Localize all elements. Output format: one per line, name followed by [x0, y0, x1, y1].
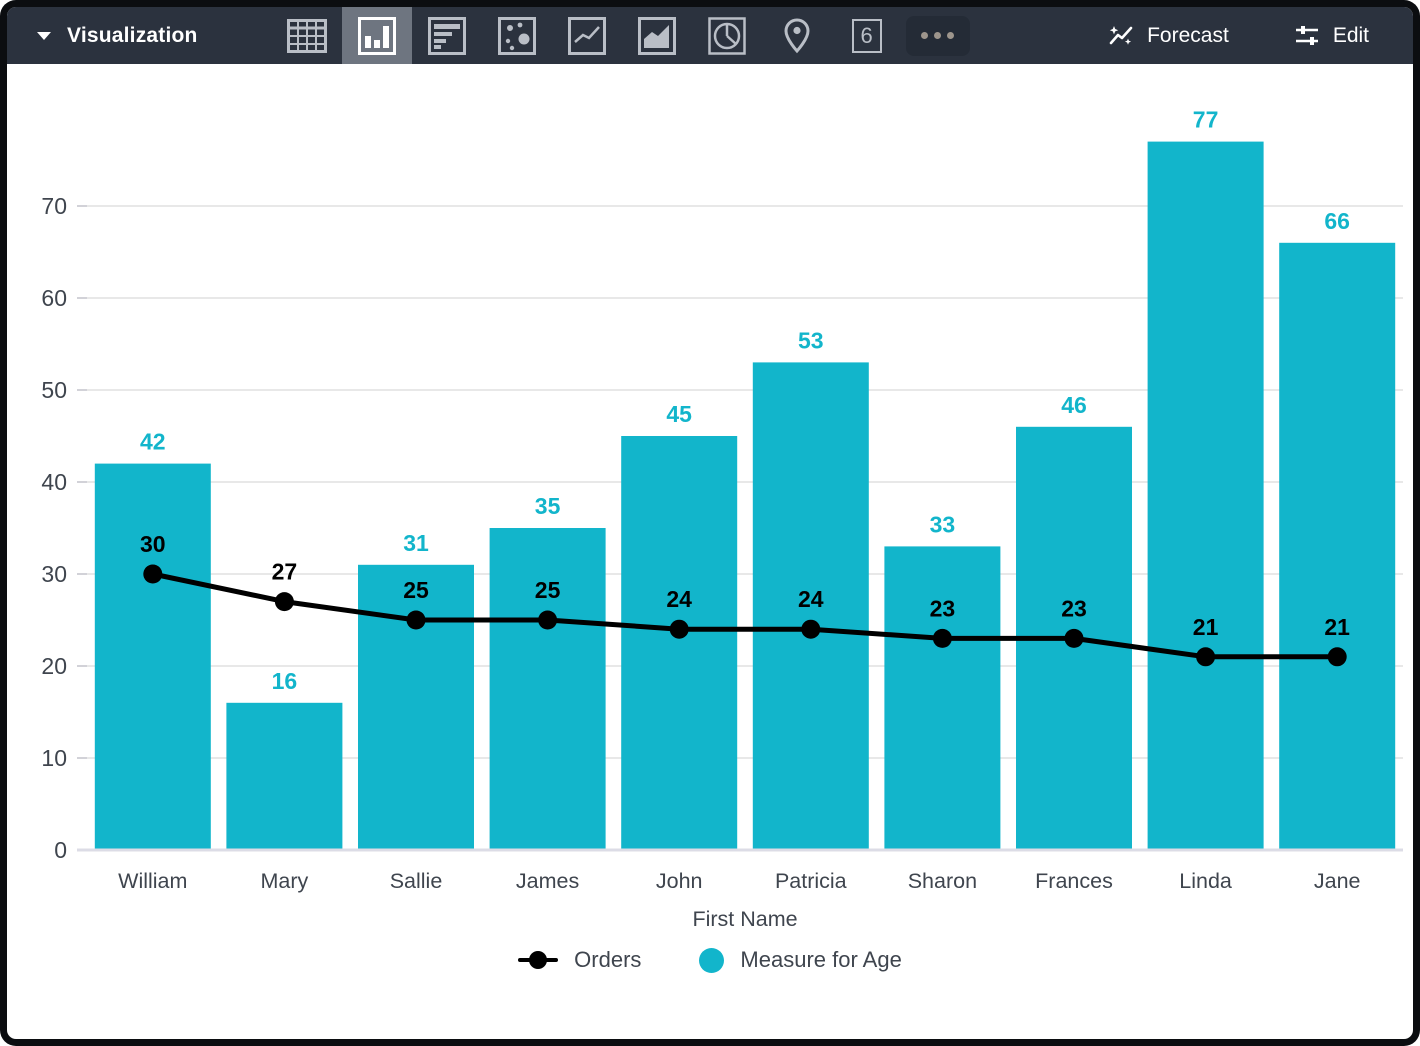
- pie-chart-icon: [707, 16, 746, 55]
- chart-canvas[interactable]: 0 10 20 30 40 50 60 70 42 16 31 35 45 53 33 46 77 66 30 27 2…: [7, 64, 1413, 936]
- svg-text:16: 16: [272, 668, 298, 694]
- single-value-button[interactable]: 6: [832, 7, 902, 64]
- forecast-sparkle-icon: [1109, 25, 1133, 45]
- column-chart-icon: [357, 16, 396, 55]
- svg-text:25: 25: [403, 577, 429, 603]
- svg-text:60: 60: [41, 285, 67, 311]
- forecast-button[interactable]: Forecast: [1107, 22, 1229, 50]
- edit-label: Edit: [1332, 23, 1369, 47]
- svg-text:21: 21: [1193, 614, 1219, 640]
- svg-text:25: 25: [535, 577, 561, 603]
- area-chart-button[interactable]: [622, 7, 692, 64]
- ellipsis-icon: [921, 32, 929, 39]
- svg-text:31: 31: [403, 530, 429, 556]
- svg-text:Mary: Mary: [261, 869, 309, 893]
- bar-chart-button[interactable]: [412, 7, 482, 64]
- map-button[interactable]: [762, 7, 832, 64]
- scatter-chart-icon: [497, 16, 536, 55]
- column-chart-button[interactable]: [341, 7, 412, 64]
- svg-text:35: 35: [535, 493, 561, 519]
- svg-text:46: 46: [1061, 392, 1087, 418]
- svg-text:20: 20: [41, 653, 67, 679]
- legend-label: Measure for Age: [740, 947, 902, 972]
- svg-text:William: William: [118, 869, 187, 893]
- legend-item-measure-for-age[interactable]: Measure for Age: [699, 947, 902, 973]
- svg-text:70: 70: [41, 193, 67, 219]
- svg-text:21: 21: [1324, 614, 1350, 640]
- forecast-label: Forecast: [1147, 23, 1229, 47]
- svg-text:23: 23: [1061, 595, 1087, 621]
- legend-item-orders[interactable]: Orders: [518, 947, 641, 973]
- svg-text:Linda: Linda: [1179, 869, 1232, 893]
- edit-button[interactable]: Edit: [1293, 22, 1369, 50]
- pie-chart-button[interactable]: [692, 7, 762, 64]
- panel-title: Visualization: [67, 23, 198, 47]
- bar-chart-icon: [427, 16, 466, 55]
- map-pin-icon: [784, 17, 810, 53]
- svg-text:24: 24: [666, 586, 692, 612]
- line-chart-icon: [567, 16, 606, 55]
- svg-text:27: 27: [272, 559, 298, 585]
- svg-text:Sharon: Sharon: [908, 869, 977, 893]
- svg-text:Jane: Jane: [1314, 869, 1361, 893]
- svg-text:50: 50: [41, 377, 67, 403]
- line-chart-button[interactable]: [552, 7, 622, 64]
- single-value-icon: 6: [851, 18, 882, 53]
- svg-text:Sallie: Sallie: [390, 869, 443, 893]
- svg-text:Frances: Frances: [1035, 869, 1113, 893]
- svg-text:40: 40: [41, 469, 67, 495]
- chart-type-picker: 6: [272, 7, 970, 64]
- svg-text:77: 77: [1193, 107, 1219, 133]
- visualization-toolbar: Visualization: [7, 7, 1413, 64]
- visualization-panel: Visualization: [7, 7, 1413, 1039]
- svg-text:Patricia: Patricia: [775, 869, 847, 893]
- svg-text:66: 66: [1324, 208, 1350, 234]
- svg-text:0: 0: [54, 837, 67, 863]
- chart-legend: Orders Measure for Age: [518, 938, 902, 982]
- area-chart-icon: [637, 16, 676, 55]
- scatter-chart-button[interactable]: [482, 7, 552, 64]
- svg-text:53: 53: [798, 327, 824, 353]
- svg-text:First Name: First Name: [692, 907, 797, 931]
- svg-text:45: 45: [666, 401, 692, 427]
- more-chart-types-button[interactable]: [905, 15, 970, 56]
- svg-text:30: 30: [41, 561, 67, 587]
- table-icon: [286, 18, 327, 53]
- visualization-collapse-toggle[interactable]: Visualization: [37, 24, 198, 48]
- bar-series-marker: [699, 947, 725, 973]
- svg-text:24: 24: [798, 586, 824, 612]
- chevron-down-icon: [37, 31, 51, 40]
- line-series-marker: [518, 951, 559, 969]
- table-chart-button[interactable]: [272, 7, 342, 64]
- edit-settings-icon: [1295, 25, 1318, 45]
- svg-text:23: 23: [930, 595, 956, 621]
- svg-text:John: John: [656, 869, 703, 893]
- legend-label: Orders: [574, 947, 642, 972]
- svg-text:33: 33: [930, 511, 956, 537]
- svg-text:10: 10: [41, 745, 67, 771]
- svg-text:42: 42: [140, 429, 166, 455]
- chart-area: 0 10 20 30 40 50 60 70 42 16 31 35 45 53 33 46 77 66 30 27 2…: [7, 64, 1413, 1039]
- svg-text:30: 30: [140, 531, 166, 557]
- svg-text:James: James: [516, 869, 579, 893]
- toolbar-actions: Forecast Edit: [1107, 22, 1369, 50]
